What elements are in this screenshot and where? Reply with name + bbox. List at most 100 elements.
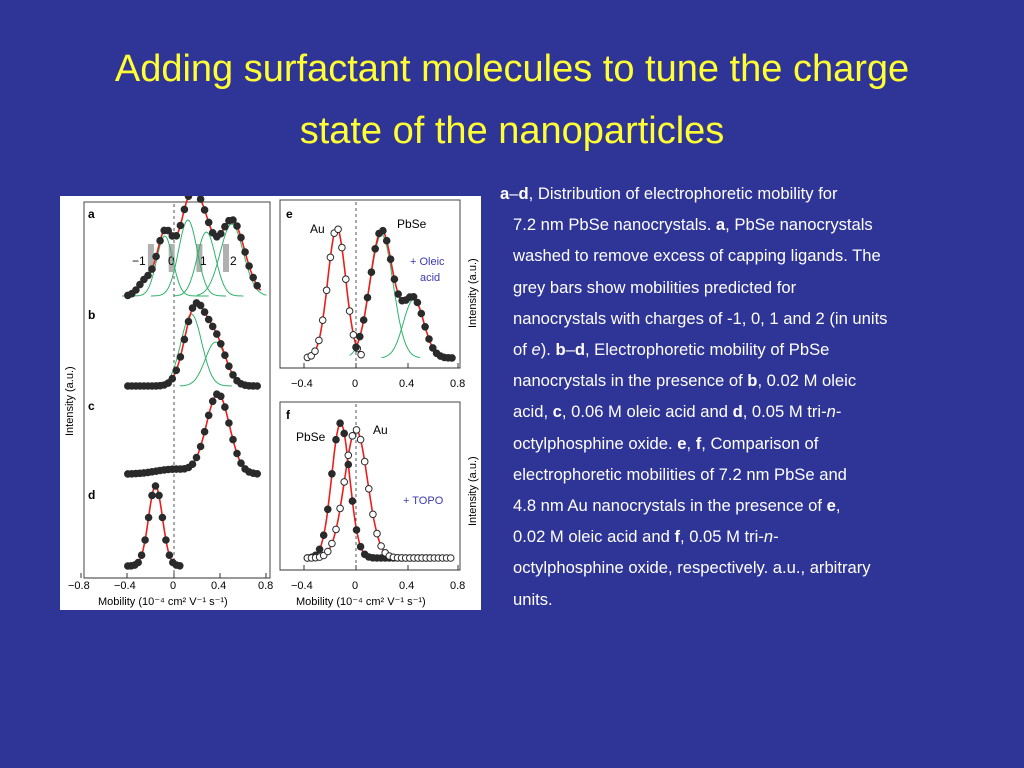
data-point	[221, 222, 229, 231]
data-point	[208, 397, 217, 406]
data-point	[196, 442, 205, 451]
data-point	[352, 343, 360, 351]
caption-italic: n	[826, 402, 836, 422]
data-point	[221, 403, 229, 411]
title-line-1: Adding surfactant molecules to tune the …	[114, 48, 910, 90]
f-topo-label: + TOPO	[403, 495, 444, 507]
data-point	[196, 196, 205, 203]
data-point	[217, 340, 225, 348]
left-xlabel: Mobility (10⁻⁴ cm² V⁻¹ s⁻¹)	[98, 596, 228, 608]
left-x-axis	[80, 573, 270, 579]
caption-bold: d	[732, 402, 743, 422]
data-point	[322, 286, 331, 295]
gaussian-curve	[150, 219, 226, 297]
caption-line-7: nanocrystals in the presence of b, 0.02 …	[500, 365, 990, 396]
data-point	[176, 221, 185, 230]
caption-text: , 0.06 M oleic acid and	[561, 402, 733, 422]
data-point	[326, 253, 335, 262]
panel-b-gaussians	[162, 313, 255, 387]
caption-line-8: acid, c, 0.06 M oleic acid and d, 0.05 M…	[500, 396, 990, 427]
caption-line-6: of e). b–d, Electrophoretic mobility of …	[500, 334, 990, 365]
data-point	[340, 478, 349, 486]
left-xtick-2: 0	[170, 580, 176, 592]
panel-c-points	[124, 390, 261, 478]
caption-bold: c	[552, 402, 562, 422]
data-point	[429, 344, 437, 352]
caption-text: ,	[686, 433, 696, 453]
data-point	[357, 350, 365, 359]
data-point	[344, 451, 353, 460]
data-point	[324, 547, 332, 556]
data-point	[200, 206, 209, 214]
data-point	[360, 457, 369, 466]
data-point	[421, 323, 429, 331]
gaussian-curve	[179, 341, 255, 387]
panel-f-points	[303, 419, 455, 562]
e-au-label: Au	[310, 222, 325, 236]
data-point	[137, 551, 146, 560]
caption-text: acid,	[513, 402, 553, 422]
data-point	[319, 531, 328, 540]
caption-text: -	[835, 402, 842, 422]
data-point	[233, 449, 241, 458]
data-point	[253, 382, 261, 390]
e-xtick-2: 0.4	[399, 378, 414, 390]
caption-text: –	[565, 340, 575, 360]
e-xtick-0: −0.4	[291, 378, 313, 390]
data-point	[371, 245, 380, 253]
data-point	[134, 558, 142, 567]
charge-label-0: 0	[168, 254, 175, 268]
data-point	[184, 317, 193, 326]
data-point	[332, 525, 340, 534]
f-xtick-1: 0	[352, 580, 358, 592]
e-ylabel: Intensity (a.u.)	[467, 258, 479, 328]
data-point	[356, 542, 365, 551]
caption-text: , PbSe nanocrystals	[725, 215, 873, 235]
caption-text: of	[513, 340, 532, 360]
data-point	[233, 222, 241, 230]
caption-text: , 0.05 M tri-	[742, 402, 827, 422]
caption-text: , Distribution of electrophoretic mobili…	[528, 184, 838, 203]
data-point	[156, 236, 164, 245]
f-xtick-2: 0.4	[399, 580, 414, 592]
data-point	[413, 298, 422, 307]
data-point	[158, 513, 167, 522]
data-point	[373, 529, 381, 538]
data-point	[184, 196, 193, 200]
caption-text: , 0.02 M oleic	[757, 371, 857, 391]
data-point	[180, 205, 189, 214]
data-point	[245, 262, 253, 270]
data-point	[352, 426, 361, 434]
data-point	[196, 301, 205, 310]
f-xtick-0: −0.4	[291, 580, 313, 592]
caption-bold: a	[715, 215, 726, 235]
panel-e-label: e	[286, 207, 293, 221]
data-point	[208, 322, 217, 331]
data-point	[332, 435, 340, 444]
caption-bold: b	[555, 340, 566, 360]
panel-b-fit	[127, 301, 261, 387]
data-point	[151, 482, 160, 490]
data-point	[188, 304, 197, 312]
f-xtick-3: 0.8	[450, 580, 465, 592]
data-point	[148, 265, 156, 273]
data-point	[221, 351, 229, 359]
caption-bold: b	[747, 371, 758, 391]
charge-label-1: 1	[200, 254, 207, 268]
data-point	[192, 453, 201, 462]
data-point	[394, 290, 403, 298]
data-point	[348, 497, 357, 505]
caption-text: octylphosphine oxide.	[513, 433, 678, 453]
data-point	[336, 504, 344, 513]
data-point	[229, 371, 237, 379]
e-oleic-label-2: acid	[420, 272, 440, 284]
caption-text: -	[773, 527, 779, 547]
caption-bold: f	[695, 433, 702, 453]
data-point	[180, 335, 189, 344]
caption-text: , 0.05 M tri-	[679, 527, 764, 547]
data-point	[334, 225, 342, 234]
data-point	[136, 280, 144, 289]
gaussian-curve	[381, 298, 452, 359]
caption-bold: a	[500, 184, 510, 203]
data-point	[204, 411, 213, 420]
